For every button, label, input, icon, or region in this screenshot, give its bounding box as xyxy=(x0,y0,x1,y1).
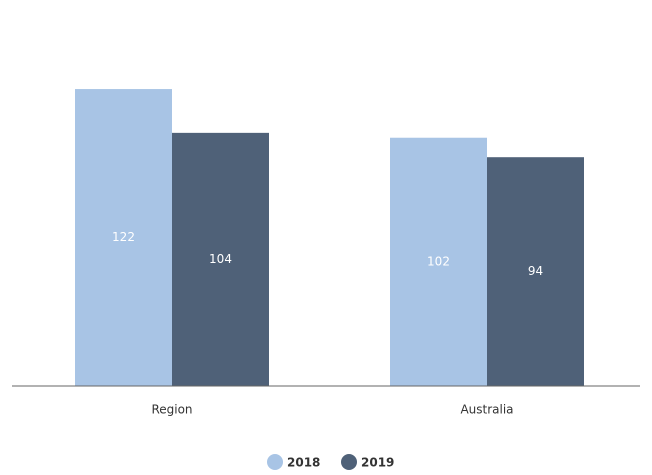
bar xyxy=(390,137,487,386)
x-tick-label: Australia xyxy=(460,403,513,417)
value-label: 102 xyxy=(427,254,450,268)
legend-marker xyxy=(341,454,357,470)
bar xyxy=(487,157,584,386)
legend-label: 2018 xyxy=(287,456,320,470)
legend-marker xyxy=(267,454,283,470)
value-label: 94 xyxy=(528,264,543,278)
bar xyxy=(75,89,172,386)
x-tick-label: Region xyxy=(151,403,192,417)
value-label: 122 xyxy=(112,230,135,244)
bar xyxy=(172,132,269,386)
value-label: 104 xyxy=(209,252,232,266)
legend-label: 2019 xyxy=(361,456,394,470)
